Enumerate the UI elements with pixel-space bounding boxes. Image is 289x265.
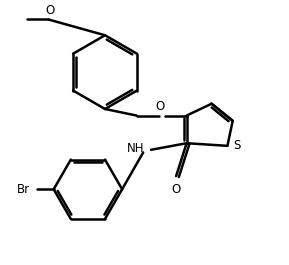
Text: O: O xyxy=(171,183,181,196)
Text: NH: NH xyxy=(127,142,144,155)
Text: O: O xyxy=(45,4,54,17)
Text: O: O xyxy=(156,100,165,113)
Text: Br: Br xyxy=(17,183,30,196)
Text: S: S xyxy=(233,139,241,152)
